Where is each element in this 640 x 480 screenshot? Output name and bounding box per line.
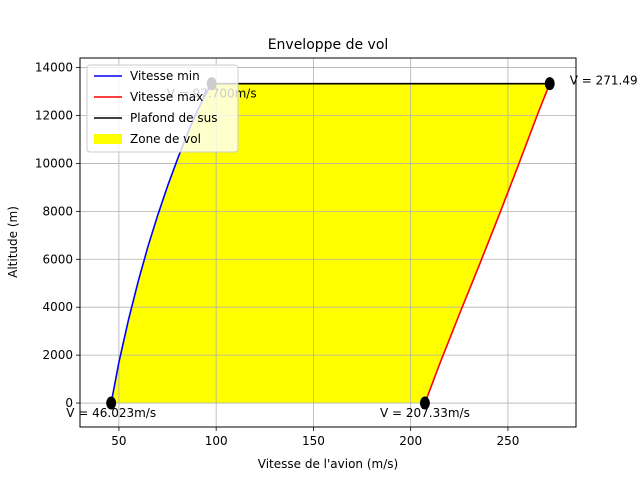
legend-swatch-3 (94, 134, 122, 144)
y-tick-label-0: 0 (65, 396, 73, 410)
y-tick-label-2: 4000 (42, 300, 73, 314)
plot-frame (79, 57, 577, 428)
x-tick-label-4: 250 (496, 434, 519, 448)
y-tick-label-1: 2000 (42, 348, 73, 362)
legend-label-1: Vitesse max (130, 90, 203, 104)
legend-label-2: Plafond de sus (130, 111, 217, 125)
endpoint-marker-3 (544, 77, 555, 91)
legend-label-3: Zone de vol (130, 132, 201, 146)
legend: Vitesse min Vitesse max Plafond de sus Zone… (86, 64, 239, 153)
endpoint-marker-0 (106, 396, 117, 410)
y-tick-label-3: 6000 (42, 252, 73, 266)
x-axis-title: Vitesse de l'avion (m/s) (258, 457, 398, 471)
y-tick-label-5: 10000 (35, 156, 73, 170)
x-tick-label-2: 150 (302, 434, 325, 448)
legend-label-0: Vitesse min (130, 69, 200, 83)
ticks-layer: 50 100 150 200 250 0 2000 4000 6000 8000 10000 1200… (35, 61, 520, 448)
y-tick-label-4: 8000 (42, 204, 73, 218)
y-tick-label-6: 12000 (35, 109, 73, 123)
grid-layer (80, 58, 576, 427)
annotation-label-2: V = 271.49 (570, 74, 638, 88)
y-axis-title: Altitude (m) (6, 206, 20, 278)
chart-title: Enveloppe de vol (268, 37, 389, 53)
annotation-label-1: V = 207.33m/s (380, 406, 470, 420)
legend-box (86, 64, 239, 153)
x-tick-label-1: 100 (205, 434, 228, 448)
endpoint-marker-2 (419, 396, 430, 410)
annotation-label-0: V = 46.023m/s (66, 406, 156, 420)
x-tick-label-3: 200 (399, 434, 422, 448)
y-tick-label-7: 14000 (35, 61, 73, 75)
series-line-1 (424, 83, 551, 404)
x-tick-label-0: 50 (111, 434, 126, 448)
